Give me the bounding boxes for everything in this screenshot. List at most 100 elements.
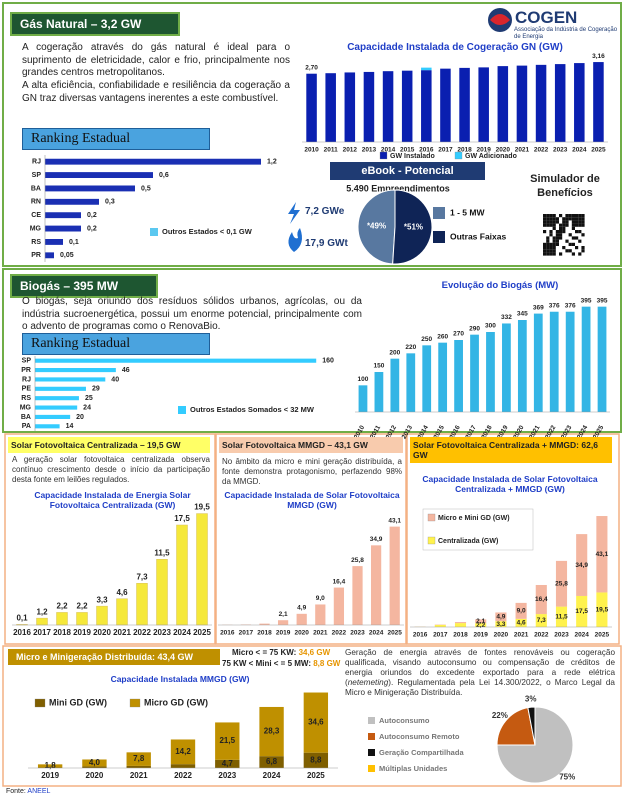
qr-cell (562, 217, 566, 221)
value-label: 220 (405, 344, 416, 351)
bar (82, 766, 107, 768)
value-label: 19,5 (194, 503, 210, 512)
bar (374, 372, 384, 412)
bar (259, 756, 284, 768)
legend-swatch (368, 765, 375, 772)
bar (306, 73, 317, 142)
value-label: 24 (83, 404, 91, 411)
value-label: 6,8 (266, 757, 278, 766)
value-label: *51% (404, 223, 423, 232)
value-label: 9,0 (517, 608, 526, 615)
bar (554, 64, 566, 142)
bar (259, 623, 270, 625)
bar (45, 212, 81, 219)
x-tick-label: 2025 (387, 630, 402, 637)
mmgd-section (2, 645, 622, 787)
bar (259, 706, 284, 757)
qr-cell (543, 242, 547, 246)
value-label: 22% (492, 711, 508, 720)
x-tick-label: 2019 (41, 771, 59, 780)
value-label: 25,8 (555, 580, 568, 587)
x-tick-label: 2025 (193, 628, 211, 637)
qr-cell (575, 223, 579, 227)
simulator-label[interactable]: Simulador de Benefícios (530, 173, 600, 199)
flame-icon (288, 228, 302, 252)
x-tick-label: 2020 (93, 628, 111, 637)
bar (576, 595, 588, 627)
legend-label: Outras Faixas (450, 231, 506, 241)
bar (277, 620, 289, 625)
value-label: 14,2 (175, 747, 191, 756)
x-tick-label: 2021 (313, 630, 328, 637)
bar (35, 405, 78, 410)
value-label: 17,5 (174, 514, 190, 523)
qr-cell (552, 236, 556, 240)
value-label: 260 (437, 333, 448, 340)
bar (45, 225, 81, 232)
bar (35, 377, 106, 382)
qr-cell (578, 239, 582, 243)
qr-cell (562, 220, 566, 224)
qr-cell (559, 233, 563, 237)
paragraph-term: netemeting (347, 678, 389, 687)
value-label: 150 (373, 363, 384, 370)
value-label: 7,3 (537, 617, 546, 624)
value-label: *49% (367, 222, 386, 231)
bar (515, 618, 527, 627)
x-tick-label: 2023 (554, 632, 569, 639)
qr-cell (568, 214, 572, 218)
bar (502, 323, 511, 412)
combined-panel (406, 433, 620, 645)
bar (470, 334, 479, 412)
qr-cell (555, 220, 559, 224)
qr-cell (568, 249, 572, 253)
y-tick-label: PA (22, 423, 31, 430)
mmgd-panel (215, 433, 407, 645)
bar (116, 598, 128, 626)
x-tick-label: 2024 (263, 771, 281, 780)
y-tick-label: RJ (22, 376, 31, 383)
source-label: Fonte: (6, 788, 26, 795)
value-label: 34,6 (308, 718, 324, 727)
x-tick-label: 2018 (457, 147, 472, 154)
bar (438, 342, 448, 412)
bar (45, 198, 99, 205)
qr-cell (578, 220, 582, 224)
value-label: 0,3 (105, 199, 115, 206)
chart-title: Capacidade Instalada MMGD (GW) (110, 674, 250, 684)
bar (370, 545, 382, 625)
x-tick-label: 2022 (534, 147, 549, 154)
qr-cell (575, 214, 579, 218)
value-label: 395 (581, 297, 592, 304)
note: Outros Estados < 0,1 GW (162, 227, 253, 236)
bar (35, 358, 317, 363)
value-label: 3,16 (592, 53, 605, 60)
bar (35, 396, 79, 401)
qr-cell (549, 252, 553, 256)
y-tick-label: BA (21, 414, 31, 421)
bar (555, 560, 568, 607)
qr-cell (552, 226, 556, 230)
bar (565, 311, 575, 412)
qr-cell (555, 236, 559, 240)
bar (390, 358, 400, 412)
qr-cell (578, 217, 582, 221)
x-tick-label: 2015 (400, 147, 415, 154)
bar (475, 623, 487, 627)
x-tick-label: 2016 (419, 147, 434, 154)
bar (596, 516, 608, 593)
value-label: 3,3 (96, 595, 108, 604)
legend-swatch (433, 231, 445, 243)
value-label: 21,5 (219, 736, 235, 745)
bar (35, 414, 71, 419)
x-tick-label: 2018 (453, 632, 468, 639)
qr-cell (549, 230, 553, 234)
x-tick-label: 2021 (515, 147, 530, 154)
legend-swatch (34, 698, 46, 708)
qr-cell (565, 223, 569, 227)
qr-cell (565, 239, 569, 243)
legend-label: Centralizada (GW) (438, 538, 498, 545)
value-label: 2,2 (76, 602, 88, 611)
bar (36, 617, 48, 626)
